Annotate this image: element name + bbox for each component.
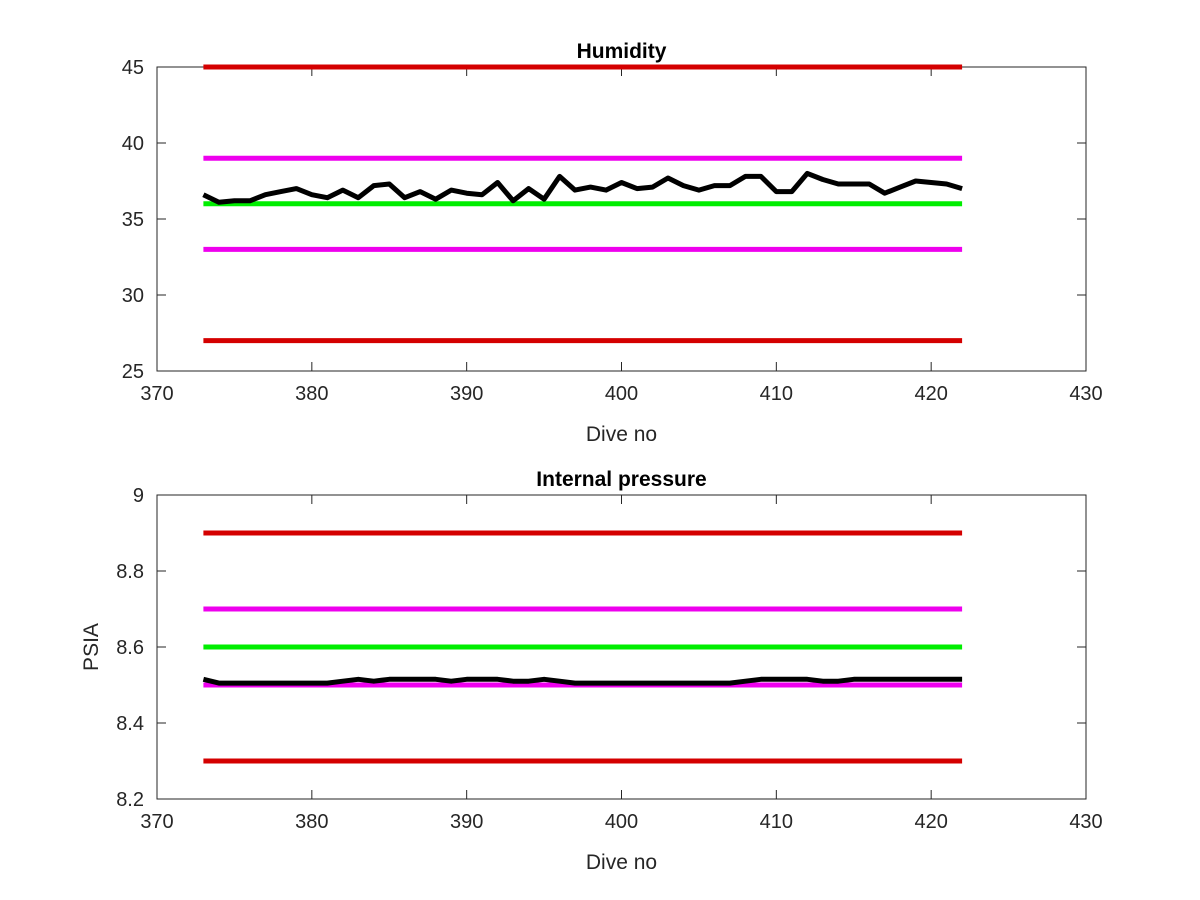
x-tick-label: 400	[605, 383, 638, 405]
x-tick-label: 380	[295, 811, 328, 833]
y-tick-label: 9	[133, 485, 144, 507]
x-tick-label: 370	[140, 811, 173, 833]
y-tick-label: 30	[122, 285, 144, 307]
data-series-line	[202, 170, 963, 205]
x-tick-label: 420	[914, 811, 947, 833]
y-tick-label: 8.2	[116, 789, 144, 811]
x-tick-label: 430	[1069, 383, 1102, 405]
x-tick-label: 430	[1069, 811, 1102, 833]
humidity-chart: 370 380 390 400 410 420 430 25 30 35 40 45 Humidity D…	[122, 40, 1103, 446]
y-tick-label: 8.4	[116, 713, 144, 735]
y-tick-label: 8.8	[116, 561, 144, 583]
x-tick-label: 410	[760, 383, 793, 405]
y-tick-label: 35	[122, 209, 144, 231]
chart-title: Humidity	[577, 40, 667, 63]
x-tick-label: 390	[450, 383, 483, 405]
chart-title: Internal pressure	[536, 468, 706, 491]
x-axis-label: Dive no	[586, 423, 657, 446]
x-tick-label: 410	[760, 811, 793, 833]
data-series-line	[202, 676, 963, 686]
internal-pressure-chart: 370 380 390 400 410 420 430 8.2 8.4 8.6 8.8 9 Intern…	[80, 468, 1103, 874]
x-tick-label: 390	[450, 811, 483, 833]
x-tick-label: 370	[140, 383, 173, 405]
y-tick-label: 8.6	[116, 637, 144, 659]
x-tick-label: 420	[914, 383, 947, 405]
y-tick-label: 45	[122, 57, 144, 79]
y-tick-label: 25	[122, 361, 144, 383]
plot-area	[156, 66, 1087, 372]
x-axis-label: Dive no	[586, 851, 657, 874]
x-tick-label: 380	[295, 383, 328, 405]
y-axis-label: PSIA	[80, 623, 103, 671]
x-tick-label: 400	[605, 811, 638, 833]
y-tick-label: 40	[122, 133, 144, 155]
